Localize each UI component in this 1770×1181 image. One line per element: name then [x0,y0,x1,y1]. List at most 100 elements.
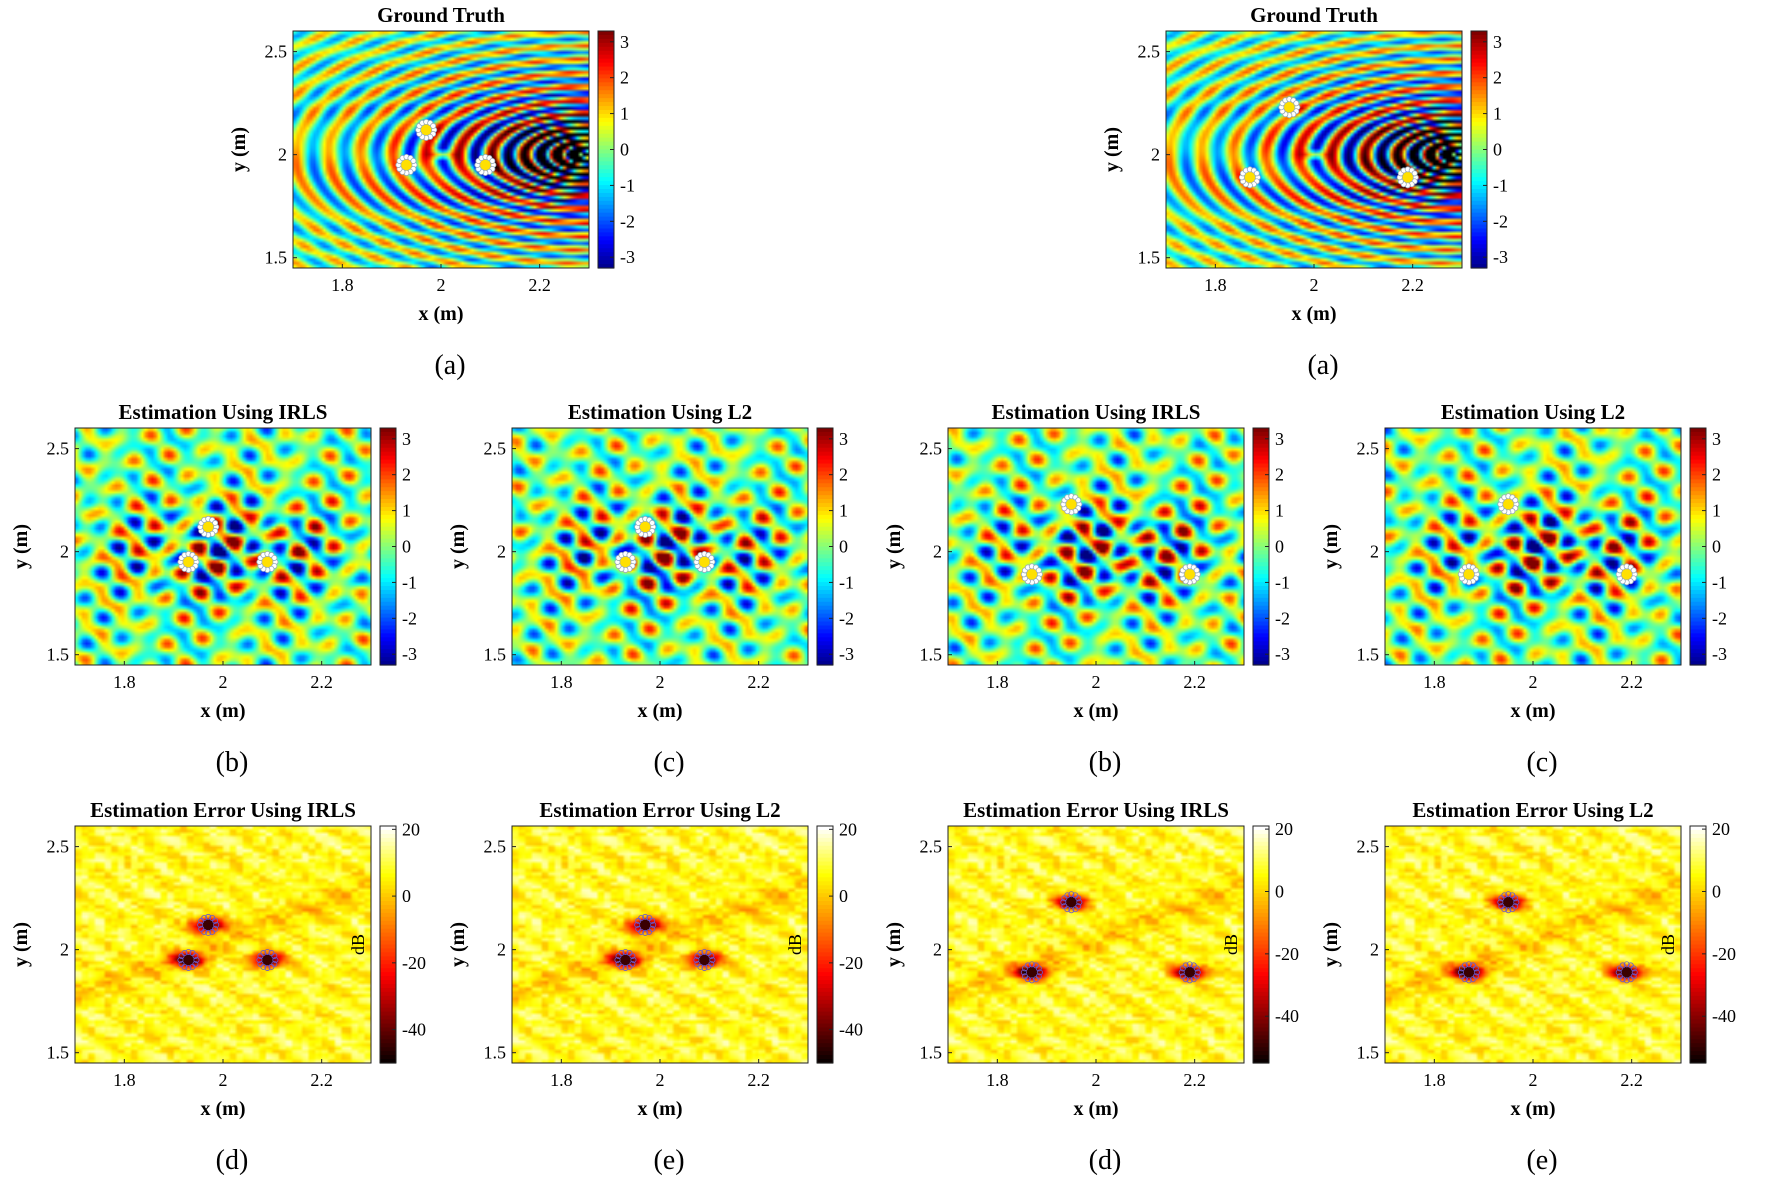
x-axis-label: x (m) [1511,1098,1556,1120]
y-axis-label: y (m) [228,127,250,172]
y-tick-label: 1.5 [484,1043,507,1063]
sensor-marker [1457,961,1480,984]
panel-irls-left: Estimation Using IRLS 1.8 2 2.2 1.5 2 2.5 x (m)… [10,400,417,778]
heatmap-image [948,826,1244,1063]
colorbar-tick-label: -1 [1712,572,1727,592]
y-tick-label: 2 [60,940,69,960]
sensor-marker [1615,563,1638,586]
x-axis-label: x (m) [1074,700,1119,722]
colorbar: 20 0 -20 -40 dB [1658,819,1736,1064]
x-axis-label: x (m) [1511,700,1556,722]
x-tick-label: 1.8 [1423,672,1446,692]
colorbar: 3 2 1 0 -1 -2 -3 [816,427,854,666]
x-tick-label: 2.2 [1183,672,1206,692]
y-tick-label: 1.5 [920,1043,943,1063]
x-tick-label: 2 [1092,1070,1101,1090]
colorbar-tick-label: -2 [620,211,635,231]
sensor-marker [474,153,497,176]
colorbar-tick-label: -3 [620,247,635,267]
sensor-marker [614,550,637,573]
colorbar-tick-label: -2 [1712,608,1727,628]
panel-title: Estimation Using L2 [1441,400,1625,424]
colorbar: 3 2 1 0 -1 -2 -3 [597,30,635,269]
colorbar-tick-label: 20 [1712,819,1730,839]
x-axis-label: x (m) [419,303,464,325]
y-tick-label: 2.5 [920,837,943,857]
heatmap-image [512,826,808,1063]
colorbar-tick-label: -20 [402,953,426,973]
heatmap-image [948,428,1244,665]
colorbar-tick-label: -3 [1493,247,1508,267]
x-tick-label: 2.2 [528,275,551,295]
x-tick-label: 2 [1529,1070,1538,1090]
colorbar-tick-label: 3 [1712,429,1721,449]
x-tick-label: 2 [1310,275,1319,295]
colorbar-tick-label: -40 [402,1020,426,1040]
y-tick-label: 2.5 [1357,439,1380,459]
panel-caption: (e) [653,1145,684,1176]
panel-title: Estimation Error Using IRLS [90,798,356,822]
y-tick-label: 2 [1370,940,1379,960]
colorbar-tick-label: -2 [402,608,417,628]
colorbar: 3 2 1 0 -1 -2 -3 [1252,427,1290,666]
colorbar-tick-label: 2 [402,465,411,485]
panel-title: Estimation Error Using L2 [1412,798,1653,822]
sensor-marker [1020,563,1043,586]
x-tick-label: 2.2 [310,672,333,692]
x-tick-label: 2.2 [747,1070,770,1090]
colorbar-label: dB [348,934,368,955]
panel-title: Estimation Using L2 [568,400,752,424]
sensor-marker [614,948,637,971]
x-axis-label: x (m) [201,700,246,722]
panel-l2-left: Estimation Using L2 1.8 2 2.2 1.5 2 2.5 x (m) y … [447,400,854,778]
colorbar-tick-label: 0 [1275,881,1284,901]
colorbar-tick-label: -1 [1275,572,1290,592]
colorbar-tick-label: 1 [1275,501,1284,521]
panel-caption: (b) [216,747,249,778]
colorbar-tick-label: 3 [1275,429,1284,449]
y-tick-label: 1.5 [47,645,70,665]
colorbar-tick-label: -40 [1275,1006,1299,1026]
sensor-marker [256,550,279,573]
heatmap-image [75,428,371,665]
x-tick-label: 2 [219,672,228,692]
colorbar-tick-label: 0 [620,140,629,160]
colorbar: 20 0 -20 -40 dB [1221,819,1299,1064]
sensor-marker [415,118,438,141]
x-tick-label: 1.8 [550,672,573,692]
x-tick-label: 1.8 [331,275,354,295]
panel-caption: (c) [1526,747,1557,778]
y-tick-label: 1.5 [1357,645,1380,665]
colorbar-tick-label: -1 [620,175,635,195]
panel-title: Estimation Error Using IRLS [963,798,1229,822]
colorbar-tick-label: 1 [402,501,411,521]
panel-err-irls-left: Estimation Error Using IRLS 1.8 2 2.2 1.5 2 2.… [10,798,426,1176]
colorbar-tick-label: 2 [839,465,848,485]
colorbar-tick-label: 3 [620,32,629,52]
y-tick-label: 2 [60,542,69,562]
colorbar-tick-label: -2 [839,608,854,628]
sensor-marker [197,515,220,538]
x-tick-label: 2 [1092,672,1101,692]
panel-caption: (a) [434,350,465,381]
panel-caption: (e) [1526,1145,1557,1176]
heatmap-image [512,428,808,665]
sensor-marker [1497,493,1520,516]
colorbar-tick-label: -3 [1712,644,1727,664]
colorbar-tick-label: 0 [402,537,411,557]
colorbar-tick-label: -2 [1275,608,1290,628]
sensor-marker [1060,891,1083,914]
colorbar-tick-label: 3 [402,429,411,449]
panel-err-l2-left: Estimation Error Using L2 1.8 2 2.2 1.5 2 2.5 x… [447,798,863,1176]
x-axis-label: x (m) [638,700,683,722]
colorbar-tick-label: 2 [620,68,629,88]
y-tick-label: 1.5 [1357,1043,1380,1063]
y-tick-label: 1.5 [265,248,288,268]
colorbar-tick-label: 0 [839,886,848,906]
panel-title: Estimation Using IRLS [992,400,1201,424]
sensor-marker [693,948,716,971]
x-tick-label: 2 [656,672,665,692]
panel-title: Estimation Using IRLS [119,400,328,424]
panel-gt-right: Ground Truth 1.8 2 2.2 1.5 2 2.5 x (m) y (m) 3 2 1 0… [1101,3,1508,381]
colorbar-tick-label: 1 [1493,104,1502,124]
